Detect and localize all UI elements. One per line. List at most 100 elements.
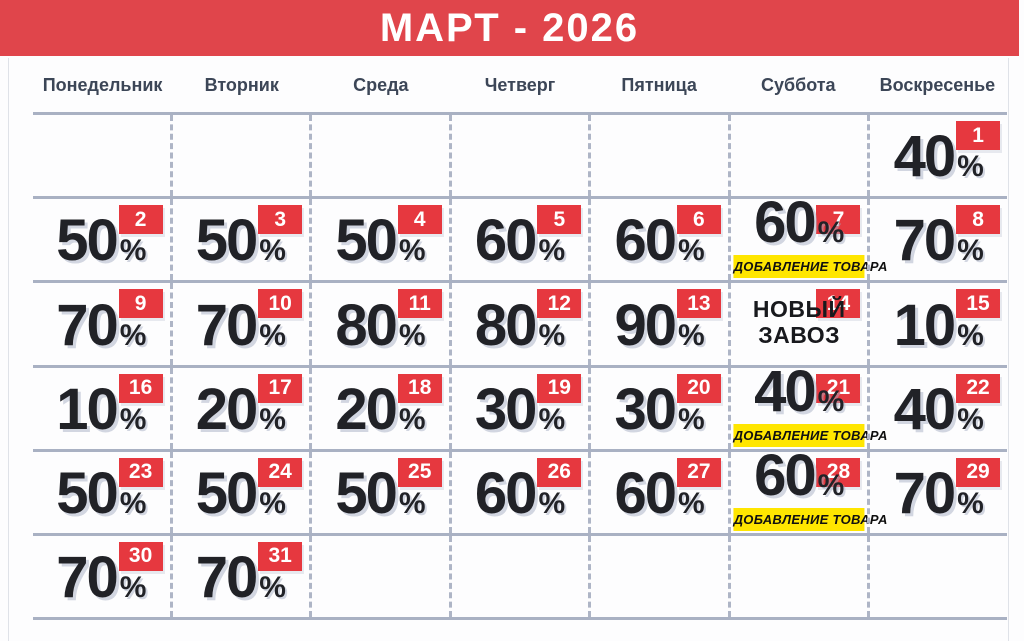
calendar-cell — [588, 115, 728, 197]
percent-sign: % — [957, 234, 984, 268]
product-addition-label: ДОБАВЛЕНИЕ ТОВАРА — [733, 507, 887, 531]
percent-sign: % — [259, 486, 286, 520]
discount-value: 50% — [173, 460, 310, 526]
calendar-cell: 2 50% — [33, 199, 170, 280]
calendar-cell: 15 10% — [867, 283, 1007, 365]
calendar-cell: 25 50% — [309, 451, 449, 533]
discount-value: 30% — [452, 380, 589, 439]
percent-sign: % — [398, 318, 426, 352]
discount-value: 60% — [591, 212, 728, 270]
discount-value: 10% — [870, 292, 1007, 358]
discount-value: 80% — [312, 296, 449, 355]
discount-number: 50 — [195, 208, 258, 274]
day-number-badge: 3 — [258, 205, 303, 235]
left-edge-line — [8, 58, 9, 641]
weekday-label: Пятница — [621, 74, 697, 95]
discount-value: 10% — [33, 380, 170, 439]
discount-number: 40 — [754, 358, 816, 424]
percent-sign: % — [119, 571, 147, 605]
percent-sign: % — [398, 486, 426, 520]
discount-value: 50% — [33, 460, 170, 526]
day-number-badge: 20 — [676, 373, 721, 403]
percent-sign: % — [817, 384, 845, 418]
discount-number: 70 — [56, 292, 118, 358]
percent-sign: % — [538, 486, 566, 520]
calendar-cell — [309, 115, 449, 197]
percent-sign: % — [957, 402, 984, 436]
day-number-badge: 22 — [956, 373, 1001, 403]
discount-value: 50% — [312, 212, 449, 270]
discount-value: 30% — [591, 376, 728, 442]
day-number-badge: 31 — [258, 541, 303, 571]
discount-number: 20 — [195, 376, 258, 442]
discount-value: 70% — [33, 549, 170, 607]
calendar-cell: 4 50% — [309, 199, 449, 281]
calendar-cell: 12 80% — [448, 283, 589, 365]
day-number-badge: 1 — [956, 121, 1001, 150]
discount-value: 50% — [173, 212, 310, 270]
calendar-row: 16 10% 17 20% 18 20% 19 30% 20 30% 21 40% ДОБАВЛЕНИЕ… — [33, 358, 1007, 449]
calendar-cell — [727, 535, 868, 618]
calendar-row: 30 70% 31 70% — [33, 532, 1007, 618]
discount-number: 70 — [893, 460, 956, 526]
calendar-cell: 7 60% ДОБАВЛЕНИЕ ТОВАРА — [727, 194, 887, 281]
percent-sign: % — [259, 402, 286, 436]
discount-value: 60% — [591, 460, 728, 526]
calendar-cell: 22 40% — [867, 367, 1007, 449]
day-number-badge: 6 — [676, 205, 721, 235]
discount-number: 50 — [195, 460, 258, 526]
discount-value: 40% — [870, 128, 1007, 186]
percent-sign: % — [817, 216, 845, 250]
discount-number: 50 — [56, 460, 118, 526]
day-number-badge: 14 — [816, 289, 861, 319]
calendar-cell: 1 40% — [867, 115, 1007, 197]
percent-sign: % — [538, 318, 566, 352]
percent-sign: % — [678, 234, 705, 268]
day-number-badge: 30 — [118, 541, 163, 571]
discount-number: 10 — [893, 292, 956, 358]
discount-value: 40% — [870, 380, 1007, 439]
discount-value: 60% — [452, 464, 589, 523]
day-number-badge: 27 — [676, 457, 721, 487]
discount-value: 70% — [870, 460, 1007, 526]
discount-number: 70 — [195, 545, 258, 611]
calendar-cell: 5 60% — [448, 199, 589, 281]
weekday-row: Понедельник Вторник Среда Четверг Пятница Суб… — [33, 68, 1007, 102]
discount-number: 30 — [614, 376, 677, 442]
product-addition-label: ДОБАВЛЕНИЕ ТОВАРА — [733, 423, 887, 447]
discount-value: 90% — [591, 296, 728, 355]
product-addition-label: ДОБАВЛЕНИЕ ТОВАРА — [733, 255, 887, 279]
discount-value: 50% — [33, 212, 170, 270]
weekday-label: Суббота — [760, 74, 836, 95]
day-number-badge: 5 — [537, 205, 582, 235]
percent-sign: % — [678, 318, 705, 352]
discount-number: 60 — [614, 460, 677, 526]
discount-value: 20% — [312, 376, 449, 442]
calendar-cell — [448, 535, 589, 618]
percent-sign: % — [538, 402, 566, 436]
day-number-badge: 10 — [258, 289, 303, 319]
discount-value: 80% — [452, 296, 589, 355]
day-number-badge: 23 — [118, 457, 163, 487]
right-edge-line — [1008, 58, 1009, 641]
calendar-cell: 3 50% — [169, 199, 310, 281]
discount-value: 70% — [173, 549, 310, 607]
percent-sign: % — [957, 150, 984, 184]
calendar-row: 9 70% 10 70% 11 80% 12 80% 13 90% 14 НОВЫЙ ЗАВОЗ 15 1… — [33, 280, 1007, 365]
percent-sign: % — [957, 486, 984, 520]
discount-number: 60 — [614, 208, 677, 274]
calendar-cell: 8 70% — [867, 199, 1007, 281]
day-number-badge: 7 — [816, 205, 861, 235]
calendar-cell: 13 90% — [588, 283, 728, 365]
calendar-header: МАРТ - 2026 — [0, 0, 1019, 56]
discount-number: 70 — [195, 292, 258, 358]
percent-sign: % — [259, 234, 286, 268]
discount-number: 20 — [335, 376, 397, 442]
day-number-badge: 11 — [397, 289, 442, 319]
discount-number: 70 — [56, 545, 118, 611]
calendar-cell: 16 10% — [33, 368, 170, 449]
percent-sign: % — [678, 486, 705, 520]
discount-number: 40 — [893, 124, 956, 190]
day-number-badge: 18 — [397, 373, 442, 403]
month-title: МАРТ - 2026 — [379, 5, 640, 50]
